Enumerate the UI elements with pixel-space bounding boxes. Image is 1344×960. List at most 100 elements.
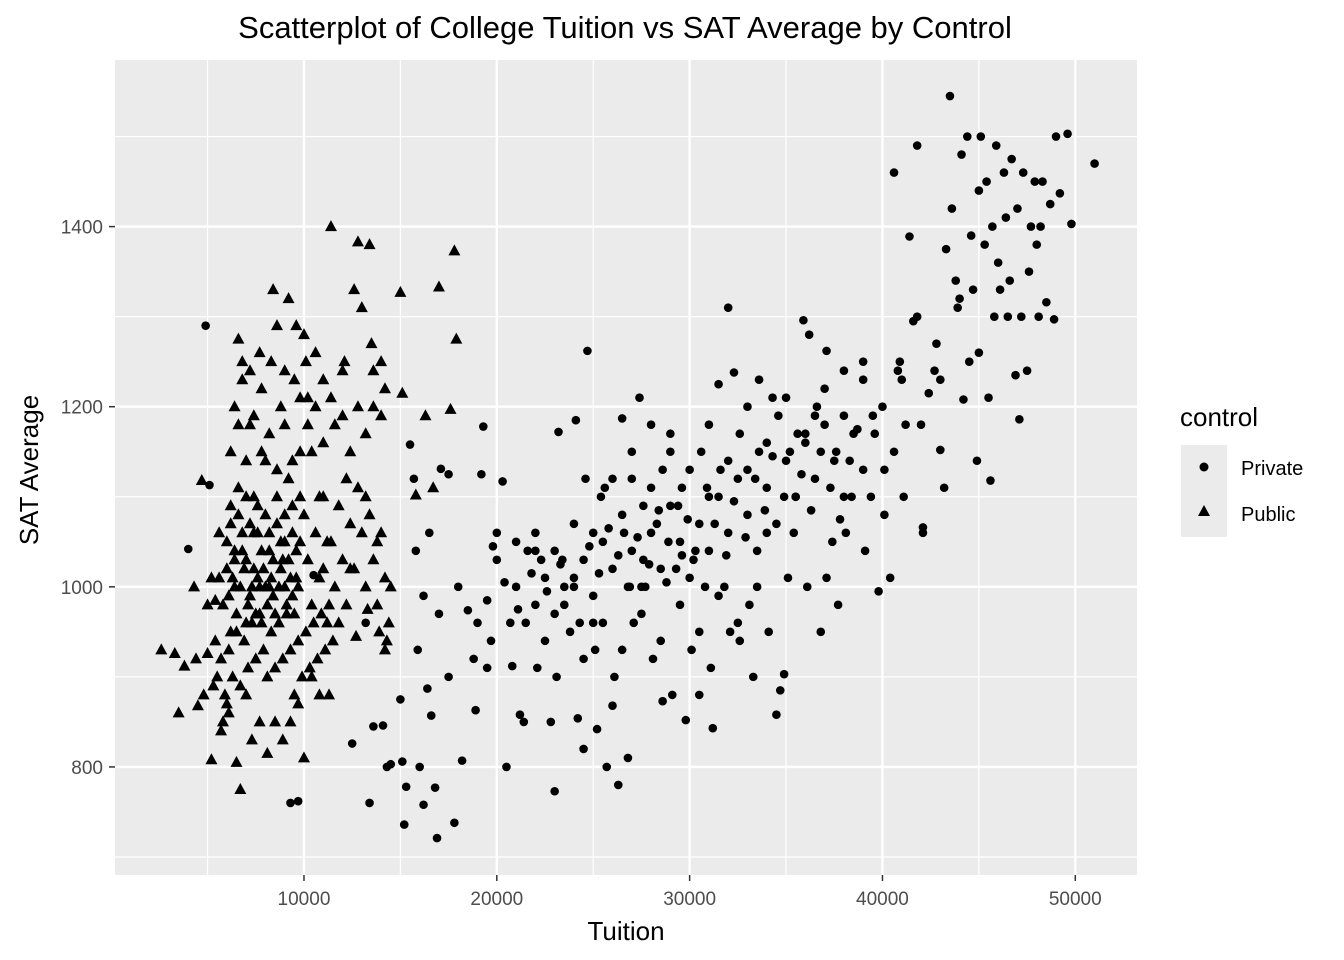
point-public [280,598,293,610]
point-private [399,820,409,829]
point-private [488,541,498,551]
point-private [889,447,899,457]
point-private [839,411,849,421]
point-private [583,346,592,356]
point-public [378,643,391,655]
point-private [588,528,598,538]
point-private [1067,219,1076,229]
point-private [799,315,808,325]
point-public [272,580,285,592]
point-public [263,427,276,439]
point-public [351,400,364,412]
point-private [752,582,762,592]
point-private [592,724,602,734]
point-private [386,759,396,769]
point-public [215,724,228,736]
point-private [1022,366,1032,375]
point-private [513,605,523,614]
point-private [552,672,561,682]
point-private [912,312,922,321]
point-private [598,618,608,628]
point-private [457,756,467,765]
legend: control Private Public [1180,402,1303,537]
point-private [955,294,964,303]
point-public [288,607,301,619]
point-private [916,420,926,430]
point-private [569,573,579,583]
point-private [556,560,565,569]
point-public [394,285,407,297]
point-private [912,141,922,150]
point-public [299,625,312,637]
point-private [764,627,773,637]
point-private [986,476,995,485]
point-private [999,168,1009,177]
point-private [523,546,532,556]
point-private [816,627,826,637]
point-private [820,420,829,430]
point-private [1051,132,1061,141]
point-private [710,519,720,529]
point-private [1063,129,1072,139]
point-public [270,490,283,502]
point-private [858,357,868,366]
point-public [228,544,241,556]
point-public [243,517,256,529]
point-private [995,285,1005,294]
point-private [839,366,849,375]
point-public [265,625,278,637]
point-private [405,440,415,449]
point-private [772,519,781,529]
point-public [197,688,210,700]
point-private [633,532,642,542]
y-tick-label: 800 [71,758,103,779]
point-public [324,535,337,547]
point-private [594,569,604,578]
point-private [741,532,750,542]
point-private [743,510,752,520]
point-public [224,517,237,529]
point-public [168,646,181,658]
point-public [269,715,282,727]
point-public [294,391,307,403]
point-public [296,670,309,682]
point-private [411,546,421,556]
point-private [789,528,799,538]
point-private [779,492,789,502]
point-private [506,618,515,628]
point-private [482,596,492,605]
point-private [754,447,764,457]
point-private [1034,312,1043,321]
point-private [974,348,984,357]
point-public [243,589,256,601]
point-private [735,429,745,439]
point-private [286,798,295,808]
point-private [500,578,509,587]
point-public [309,346,322,358]
point-public [338,355,351,367]
point-public [344,445,357,457]
point-private [498,477,507,486]
point-private [762,438,772,448]
point-private [735,636,745,646]
point-public [270,517,283,529]
point-private [511,582,521,592]
point-private [804,330,814,339]
point-public [253,580,266,592]
point-public [255,544,268,556]
point-public [307,616,320,628]
point-public [292,634,305,646]
point-public [255,616,268,628]
point-public [249,607,262,619]
point-public [195,474,208,486]
point-public [297,751,310,763]
point-private [415,762,424,772]
point-public [299,355,312,367]
point-public [373,625,386,637]
point-private [673,501,683,511]
point-private [471,705,480,715]
point-public [251,571,264,583]
point-private [378,721,388,730]
point-public [155,643,168,655]
point-private [822,346,831,356]
